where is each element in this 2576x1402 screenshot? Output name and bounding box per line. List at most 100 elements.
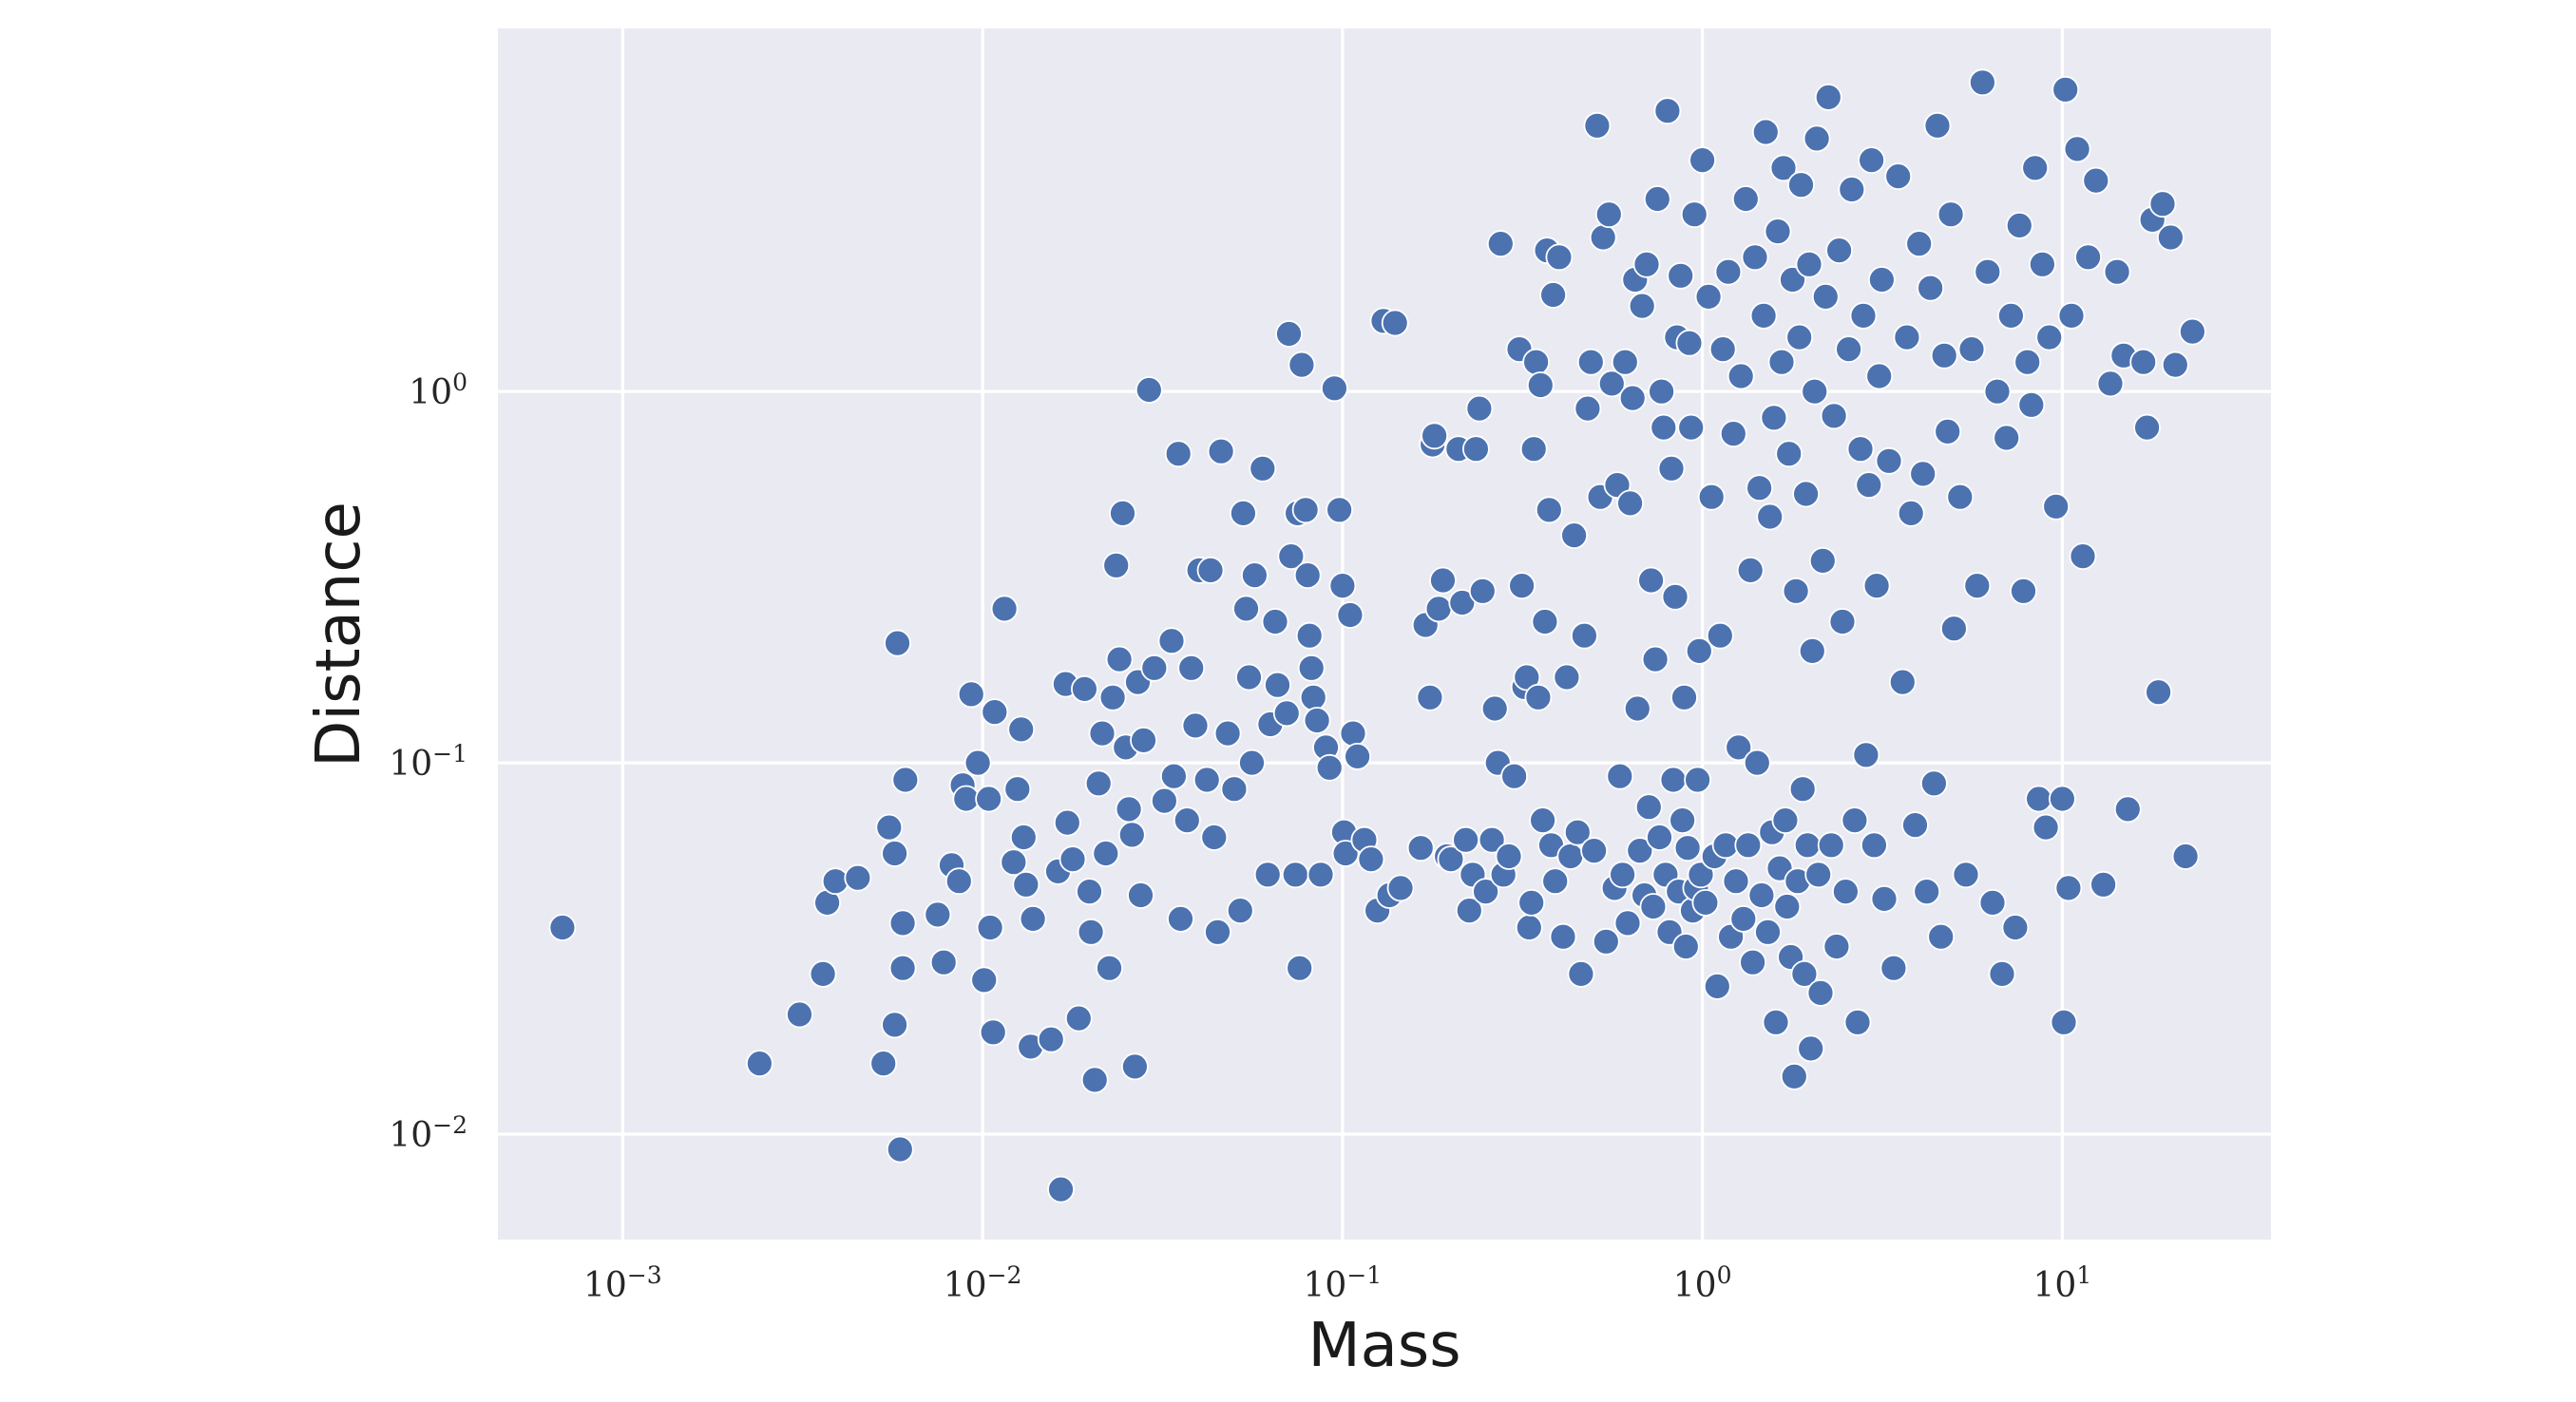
data-point bbox=[1968, 68, 1996, 97]
data-point bbox=[1160, 762, 1188, 790]
data-point bbox=[1650, 413, 1678, 442]
data-point bbox=[1328, 572, 1357, 599]
plot-area bbox=[498, 28, 2271, 1240]
data-point bbox=[2010, 577, 2037, 605]
data-point bbox=[1088, 719, 1116, 748]
data-point bbox=[964, 748, 992, 777]
data-point bbox=[1808, 547, 1837, 575]
data-point bbox=[1594, 200, 1623, 229]
data-point bbox=[1281, 861, 1309, 889]
data-point bbox=[1667, 261, 1695, 290]
data-point bbox=[1556, 843, 1585, 870]
data-point bbox=[1264, 671, 1291, 699]
data-point bbox=[1416, 683, 1444, 711]
data-point bbox=[1862, 572, 1891, 599]
x-tick-labels: 10−3 10−2 10−1 100 101 bbox=[583, 1261, 2091, 1305]
data-point bbox=[1767, 348, 1796, 376]
data-point bbox=[1589, 223, 1617, 252]
data-point bbox=[1616, 489, 1644, 518]
data-point bbox=[1299, 683, 1327, 711]
data-point bbox=[1870, 885, 1899, 913]
data-point bbox=[1751, 118, 1780, 146]
data-point bbox=[1173, 806, 1201, 834]
data-point bbox=[1064, 1004, 1093, 1033]
y-tick-label: 10−1 bbox=[389, 740, 467, 784]
data-point bbox=[1508, 572, 1536, 599]
data-point bbox=[1832, 878, 1860, 905]
data-point bbox=[2089, 870, 2118, 899]
data-point bbox=[1381, 309, 1409, 337]
data-point bbox=[1641, 645, 1670, 673]
data-point bbox=[1059, 845, 1087, 873]
data-point bbox=[821, 867, 849, 896]
data-point bbox=[1545, 243, 1574, 272]
data-point bbox=[1127, 881, 1154, 909]
data-point bbox=[1760, 404, 1788, 432]
data-point bbox=[1706, 621, 1734, 650]
data-point bbox=[1880, 954, 1908, 982]
data-point bbox=[1801, 377, 1829, 406]
data-point bbox=[1743, 748, 1771, 777]
data-point bbox=[1336, 601, 1364, 629]
data-point bbox=[1524, 683, 1553, 711]
data-point bbox=[1315, 753, 1344, 782]
data-point bbox=[1164, 440, 1193, 468]
data-point bbox=[1177, 654, 1206, 682]
data-point bbox=[1003, 775, 1032, 804]
data-point bbox=[1694, 282, 1723, 311]
data-point bbox=[2063, 135, 2091, 163]
data-point bbox=[1597, 369, 1626, 398]
data-point bbox=[1560, 521, 1588, 549]
data-point bbox=[1357, 845, 1385, 873]
data-point bbox=[1084, 769, 1113, 798]
data-point bbox=[1448, 589, 1477, 616]
data-point bbox=[1814, 84, 1842, 111]
data-point bbox=[1478, 825, 1506, 854]
data-point bbox=[1468, 577, 1497, 605]
data-point bbox=[1531, 608, 1559, 635]
data-point bbox=[957, 680, 985, 709]
data-point bbox=[1780, 1062, 1808, 1090]
data-point bbox=[1495, 843, 1523, 870]
data-point bbox=[1253, 861, 1282, 889]
data-point bbox=[1687, 861, 1715, 889]
data-point bbox=[1764, 218, 1792, 246]
data-point bbox=[1825, 237, 1853, 265]
data-point bbox=[2178, 317, 2206, 346]
data-point bbox=[2001, 914, 2030, 941]
data-point bbox=[1553, 663, 1581, 692]
data-point bbox=[1835, 335, 1862, 364]
data-point bbox=[924, 900, 952, 929]
data-point bbox=[1077, 918, 1105, 946]
data-point bbox=[1288, 350, 1316, 379]
data-point bbox=[1747, 881, 1776, 909]
data-point bbox=[1923, 111, 1952, 140]
data-point bbox=[888, 954, 917, 982]
data-point bbox=[1714, 257, 1743, 286]
data-point bbox=[1946, 483, 1975, 511]
data-point bbox=[1275, 320, 1303, 348]
data-point bbox=[1424, 595, 1453, 623]
data-point bbox=[1653, 97, 1682, 125]
data-point bbox=[1628, 292, 1656, 320]
data-point bbox=[1297, 654, 1326, 682]
data-point bbox=[1741, 243, 1769, 272]
data-point bbox=[1905, 230, 1934, 258]
data-point bbox=[2048, 785, 2076, 813]
data-point bbox=[1673, 834, 1702, 862]
data-point bbox=[2005, 211, 2033, 239]
data-point bbox=[1822, 933, 1851, 960]
data-point bbox=[1677, 413, 1706, 442]
data-point bbox=[1076, 878, 1103, 905]
data-point bbox=[2032, 813, 2060, 842]
data-point bbox=[1736, 557, 1765, 584]
data-point bbox=[1978, 889, 2007, 917]
data-point bbox=[1893, 323, 1921, 351]
data-point bbox=[1486, 230, 1515, 258]
data-point bbox=[1286, 954, 1314, 982]
data-point bbox=[1452, 825, 1479, 854]
data-point bbox=[2171, 843, 2200, 870]
data-point bbox=[945, 867, 973, 896]
data-point bbox=[990, 595, 1019, 623]
